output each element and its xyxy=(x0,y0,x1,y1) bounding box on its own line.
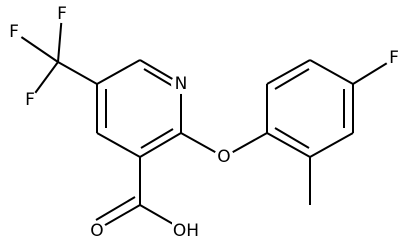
atom-labels: F F F N O O OH F xyxy=(5,4,403,241)
atom-label: F xyxy=(389,48,399,68)
atom-label: N xyxy=(175,74,188,94)
atom-label: F xyxy=(25,90,35,110)
atom-label: O xyxy=(217,147,230,167)
atom-label: O xyxy=(90,221,103,241)
bonds xyxy=(13,13,393,229)
atom-label: F xyxy=(57,4,67,24)
atom-label: F xyxy=(9,22,19,42)
atom-label: OH xyxy=(173,221,199,241)
